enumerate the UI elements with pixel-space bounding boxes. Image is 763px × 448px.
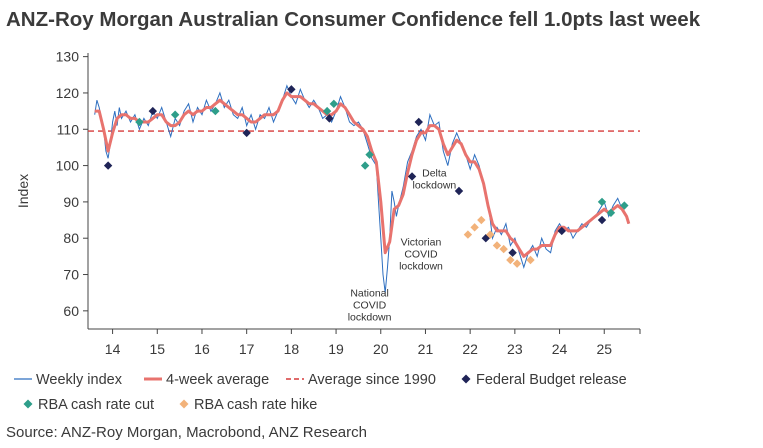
federal-budget-marker bbox=[103, 161, 113, 170]
y-tick-label: 130 bbox=[56, 49, 80, 65]
rba-hike-marker bbox=[499, 244, 508, 254]
annotation-line: Delta bbox=[422, 167, 447, 179]
federal-budget-marker bbox=[325, 114, 334, 123]
y-axis-label: Index bbox=[15, 174, 31, 208]
legend-label: RBA cash rate hike bbox=[194, 397, 317, 413]
rba-hike-marker bbox=[477, 215, 486, 225]
annotation-line: lockdown bbox=[399, 260, 443, 272]
rba-hike-marker bbox=[506, 255, 515, 265]
federal-budget-marker bbox=[287, 85, 296, 94]
legend-hike-swatch bbox=[179, 399, 189, 409]
legend-label: Weekly index bbox=[36, 372, 123, 388]
legend-label: 4-week average bbox=[166, 372, 269, 388]
y-tick-label: 110 bbox=[57, 121, 80, 137]
rba-cut-marker bbox=[211, 106, 220, 116]
rba-hike-marker bbox=[512, 259, 522, 268]
federal-budget-marker bbox=[454, 186, 464, 196]
federal-budget-marker bbox=[508, 248, 517, 257]
rba-cut-marker bbox=[135, 117, 144, 127]
x-tick-label: 25 bbox=[596, 341, 612, 357]
x-tick-label: 20 bbox=[373, 341, 389, 357]
federal-budget-marker bbox=[557, 226, 566, 236]
annotation: Victorian COVID lockdown bbox=[399, 236, 443, 272]
x-tick-label: 19 bbox=[328, 341, 344, 357]
federal-budget-marker bbox=[597, 215, 607, 225]
x-tick-label: 16 bbox=[194, 341, 210, 357]
y-tick-label: 80 bbox=[63, 230, 79, 246]
legend-cut-swatch bbox=[23, 399, 33, 409]
legend-label: Average since 1990 bbox=[308, 372, 436, 388]
x-tick-label: 23 bbox=[507, 341, 523, 357]
y-tick-label: 120 bbox=[56, 85, 80, 101]
x-tick-label: 18 bbox=[284, 341, 300, 357]
rba-hike-marker bbox=[463, 230, 473, 239]
annotation-line: COVID bbox=[353, 299, 387, 311]
x-tick-label: 24 bbox=[552, 341, 568, 357]
annotation-line: lockdown bbox=[348, 311, 392, 323]
rba-cut-marker bbox=[365, 150, 374, 159]
x-tick-label: 14 bbox=[105, 341, 121, 357]
rba-hike-marker bbox=[526, 255, 535, 265]
annotation-line: National bbox=[350, 287, 389, 299]
rba-cut-marker bbox=[597, 197, 607, 207]
annotation-line: lockdown bbox=[413, 179, 457, 191]
federal-budget-marker bbox=[148, 106, 158, 116]
rba-cut-marker bbox=[322, 106, 332, 116]
legend-label: RBA cash rate cut bbox=[38, 397, 154, 413]
annotation: National COVID lockdown bbox=[348, 287, 392, 323]
legend-label: Federal Budget release bbox=[476, 372, 627, 388]
annotation: Delta lockdown bbox=[413, 167, 457, 191]
federal-budget-marker bbox=[414, 117, 423, 127]
rba-hike-marker bbox=[492, 241, 502, 250]
y-tick-label: 100 bbox=[56, 158, 80, 174]
y-tick-label: 60 bbox=[63, 303, 79, 319]
federal-budget-marker bbox=[407, 172, 417, 181]
four-week-average-line bbox=[94, 91, 631, 258]
rba-cut-marker bbox=[360, 161, 370, 170]
rba-cut-marker bbox=[606, 208, 616, 217]
y-tick-label: 90 bbox=[63, 194, 79, 210]
chart-title: ANZ-Roy Morgan Australian Consumer Confi… bbox=[6, 8, 701, 31]
x-tick-label: 17 bbox=[239, 341, 255, 357]
federal-budget-marker bbox=[242, 128, 251, 138]
x-tick-label: 15 bbox=[149, 341, 165, 357]
x-tick-label: 22 bbox=[462, 341, 478, 357]
annotation-line: COVID bbox=[404, 248, 438, 260]
source-note: Source: ANZ-Roy Morgan, Macrobond, ANZ R… bbox=[6, 424, 367, 441]
rba-cut-marker bbox=[329, 99, 339, 109]
y-tick-label: 70 bbox=[63, 267, 79, 283]
annotation-line: Victorian bbox=[401, 236, 442, 248]
rba-cut-marker bbox=[620, 201, 629, 210]
rba-hike-marker bbox=[486, 230, 495, 239]
rba-hike-marker bbox=[470, 223, 479, 232]
legend-budget-swatch bbox=[461, 374, 471, 384]
rba-cut-marker bbox=[170, 110, 180, 119]
x-tick-label: 21 bbox=[418, 341, 434, 357]
